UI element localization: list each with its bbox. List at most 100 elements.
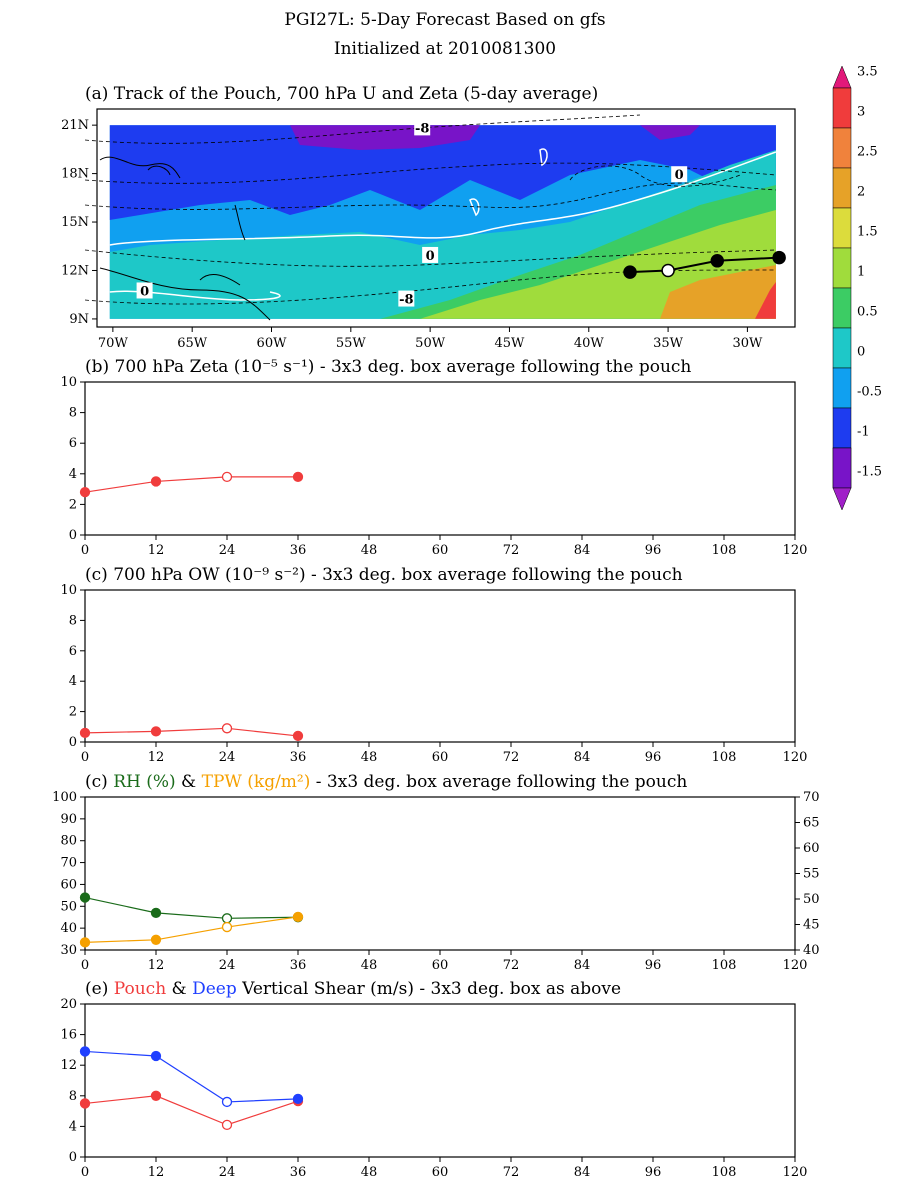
purple-region-2 <box>640 125 700 140</box>
y-tick-label: 50 <box>60 899 77 914</box>
colorbar: 3.5 3 2.5 2 1.5 1 0.5 0 -0.5 -1 -1.5 <box>832 65 882 511</box>
x-tick-label: 60 <box>432 543 449 558</box>
contour-label-bg <box>398 290 415 307</box>
series-point <box>221 913 233 924</box>
y-tick-label: 16 <box>60 1028 77 1043</box>
title-segment: & <box>176 772 202 792</box>
y-tick-label: 10 <box>60 375 77 390</box>
y-tick-label: 70 <box>60 856 77 871</box>
x-tick-label: 108 <box>712 750 737 765</box>
series-point <box>292 1093 304 1105</box>
colorbar-segment <box>832 207 852 249</box>
x-tick-label: 96 <box>645 958 662 973</box>
panel-c-ow: (c) 700 hPa OW (10⁻⁹ s⁻²) - 3x3 deg. box… <box>60 565 807 765</box>
y-tick-label: 4 <box>69 674 77 689</box>
x-tick-label: 24 <box>219 1165 236 1180</box>
plot-frame <box>84 589 796 743</box>
orange-region <box>660 265 776 319</box>
purple-region-1 <box>290 125 480 150</box>
x-tick-label: 120 <box>783 750 808 765</box>
x-tick-label: 0 <box>81 543 89 558</box>
series-point <box>150 934 162 945</box>
blue-region <box>109 125 776 220</box>
x-tick-label: 48 <box>361 543 378 558</box>
coastline-hispaniola <box>147 165 171 176</box>
colorbar-segment <box>832 247 852 289</box>
pouch-track-point <box>661 263 675 278</box>
x-tick-label: 48 <box>361 1165 378 1180</box>
y-tick-label: 20 <box>60 997 77 1012</box>
colorbar-label: 1.5 <box>857 225 878 240</box>
y-tick-label: 6 <box>69 644 77 659</box>
map-y-tick-label: 9N <box>69 312 89 327</box>
title-segment: (c) <box>85 772 113 792</box>
y-tick-label: 90 <box>60 812 77 827</box>
series-line <box>84 1095 299 1126</box>
coastline-cuba <box>99 156 181 179</box>
y-tick-label: 10 <box>60 583 77 598</box>
y-tick-label: 8 <box>69 406 77 421</box>
map-x-tick-label: 45W <box>495 336 526 351</box>
colorbar-label: -1.5 <box>857 465 882 480</box>
series-line <box>84 476 298 493</box>
panel-a-map: (a) Track of the Pouch, 700 hPa U and Ze… <box>61 84 796 351</box>
coastline-south-america <box>99 267 271 321</box>
x-tick-label: 108 <box>712 1165 737 1180</box>
y-tick-label: 40 <box>60 921 77 936</box>
contour-label: 0 <box>675 168 684 183</box>
y-tick-label: 6 <box>69 436 77 451</box>
x-tick-label: 84 <box>574 958 591 973</box>
contour-label-bg <box>671 166 688 183</box>
colorbar-segment <box>832 167 852 209</box>
contour-label-bg <box>422 246 439 263</box>
colorbar-segment <box>832 407 852 449</box>
y-tick-label: 4 <box>69 1119 77 1134</box>
colorbar-label: 2.5 <box>857 145 878 160</box>
colorbar-label: -0.5 <box>857 385 882 400</box>
x-tick-label: 60 <box>432 958 449 973</box>
map-x-tick-label: 70W <box>98 336 129 351</box>
plot-frame <box>84 1003 796 1158</box>
panel-d-title: (c) RH (%) & TPW (kg/m²) - 3x3 deg. box … <box>85 772 687 792</box>
series-point <box>292 471 304 483</box>
colorbar-label: 3.5 <box>857 65 878 80</box>
coastline-antilles <box>234 204 246 241</box>
u-contour-4 <box>84 249 776 267</box>
colorbar-label: 0.5 <box>857 305 878 320</box>
map-x-tick-label: 55W <box>336 336 367 351</box>
colorbar-label: -1 <box>857 425 870 440</box>
map-x-tick-label: 50W <box>415 336 446 351</box>
pouch-track-point <box>772 250 786 265</box>
map-y-tick-label: 12N <box>61 263 89 278</box>
series-point <box>150 907 162 918</box>
u-contour-3 <box>84 182 776 210</box>
colorbar-label: 2 <box>857 185 865 200</box>
panel-b-title: (b) 700 hPa Zeta (10⁻⁵ s⁻¹) - 3x3 deg. b… <box>85 357 691 377</box>
x-tick-label: 72 <box>503 543 520 558</box>
u-contour-6 <box>569 165 741 187</box>
series-point <box>79 1098 91 1109</box>
y-tick-label: 8 <box>69 613 77 628</box>
x-tick-label: 84 <box>574 1165 591 1180</box>
series-point <box>292 911 304 922</box>
y2-tick-label: 70 <box>803 790 820 805</box>
y2-tick-label: 60 <box>803 841 820 856</box>
series-point <box>79 1046 91 1057</box>
series-point <box>79 937 91 948</box>
x-tick-label: 84 <box>574 543 591 558</box>
x-tick-label: 36 <box>290 958 307 973</box>
colorbar-label: 0 <box>857 345 865 360</box>
y2-tick-label: 45 <box>803 918 820 933</box>
contour-label: -8 <box>399 293 413 308</box>
map-x-tick-label: 35W <box>653 336 684 351</box>
contour-label: -8 <box>415 121 429 136</box>
contour-label-bg <box>136 282 153 299</box>
x-tick-label: 12 <box>148 1165 165 1180</box>
series-point <box>221 1119 233 1131</box>
pouch-track-point <box>623 265 637 279</box>
map-y-tick-label: 15N <box>61 215 89 230</box>
map-x-tick-label: 65W <box>177 336 208 351</box>
x-tick-label: 72 <box>503 958 520 973</box>
plot-frame <box>84 381 796 536</box>
